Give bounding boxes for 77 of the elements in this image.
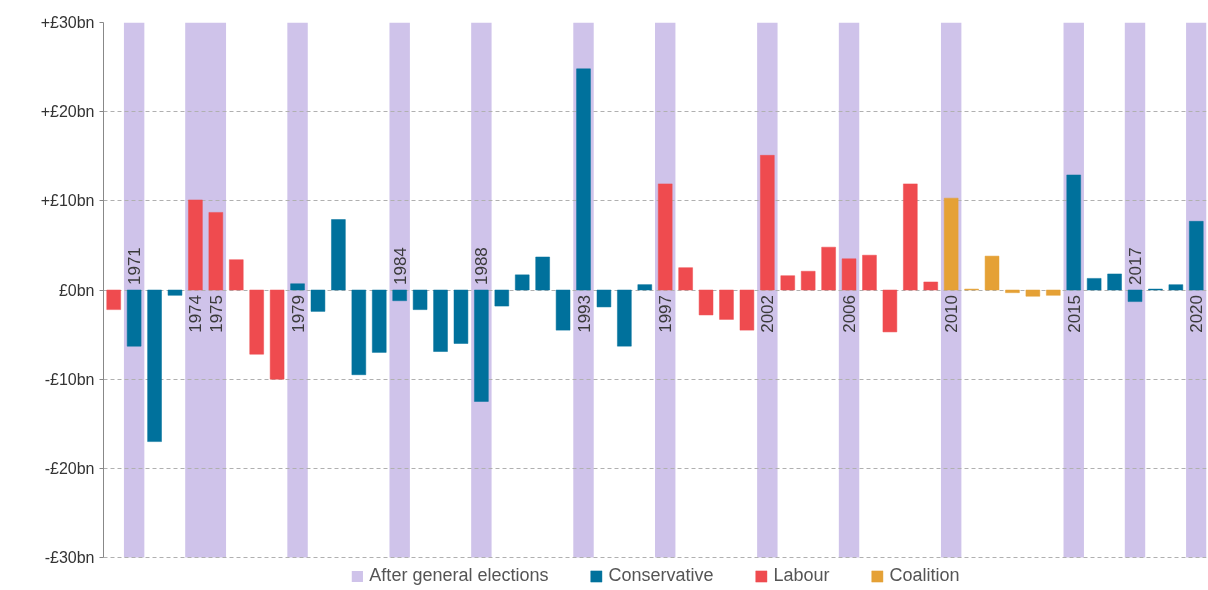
bar — [800, 270, 816, 291]
bar — [249, 289, 265, 355]
y-tick-label: £0bn — [58, 281, 95, 299]
x-tick-label: 2015 — [1064, 294, 1084, 333]
x-tick-label: 1988 — [472, 247, 492, 285]
bar — [392, 289, 408, 302]
bar — [494, 289, 510, 307]
bar — [984, 255, 1000, 291]
bar — [576, 68, 591, 291]
bar — [555, 289, 571, 331]
bar — [412, 289, 428, 311]
legend-label: Coalition — [889, 565, 960, 586]
bar — [126, 289, 142, 347]
bar — [698, 289, 714, 316]
bar — [943, 197, 959, 291]
bar — [821, 246, 837, 291]
x-tick-label: 1984 — [390, 247, 410, 285]
y-tick-label: +£20bn — [40, 103, 95, 121]
bar — [535, 256, 551, 291]
bar — [841, 258, 857, 291]
bar — [453, 289, 469, 344]
bar — [616, 289, 632, 347]
x-tick-label: 1974 — [186, 294, 206, 333]
y-tick-label: +£30bn — [40, 14, 95, 31]
y-tick-label: +£10bn — [40, 192, 95, 210]
bar — [759, 154, 775, 291]
legend-label: After general elections — [369, 565, 549, 586]
x-tick-label: 1997 — [656, 294, 676, 333]
bar — [657, 183, 673, 291]
bar — [371, 289, 387, 353]
x-tick-label: 2020 — [1187, 294, 1207, 333]
bar — [882, 289, 898, 333]
y-tick-label: -£30bn — [44, 549, 95, 566]
x-tick-label: 2002 — [758, 294, 778, 333]
x-tick-label: 2006 — [840, 294, 860, 333]
bar — [1086, 277, 1102, 291]
bar — [637, 284, 653, 291]
bar — [1168, 284, 1184, 291]
x-tick-label: 1993 — [574, 294, 594, 333]
bar — [1025, 289, 1041, 297]
bar — [678, 267, 694, 291]
x-tick-label: 2010 — [942, 294, 962, 333]
bar — [1066, 174, 1082, 291]
x-tick-label: 1971 — [125, 247, 145, 285]
bar — [351, 289, 367, 376]
bar — [106, 289, 122, 311]
bar — [1005, 289, 1020, 294]
x-tick-label: 2017 — [1126, 247, 1146, 285]
bar — [228, 259, 244, 291]
x-tick-label: 1975 — [206, 294, 226, 333]
bar — [719, 289, 734, 320]
legend-label: Labour — [773, 565, 830, 586]
x-tick-label: 1979 — [288, 294, 308, 333]
bar — [269, 289, 285, 380]
bar — [902, 183, 918, 291]
bar — [1107, 273, 1123, 291]
bar — [1188, 220, 1204, 291]
bar — [1127, 289, 1143, 303]
bar — [147, 289, 163, 443]
bar — [290, 283, 305, 291]
bar — [187, 199, 203, 291]
bar — [208, 211, 224, 291]
legend-label: Conservative — [608, 565, 714, 586]
bar — [310, 289, 326, 312]
y-tick-label: -£20bn — [44, 459, 95, 477]
bar — [780, 275, 796, 291]
bar — [862, 254, 877, 291]
bar — [739, 289, 755, 331]
bar — [596, 289, 612, 308]
bar — [514, 274, 530, 291]
bar — [330, 219, 346, 291]
bar — [923, 281, 939, 291]
y-tick-label: -£10bn — [44, 370, 95, 388]
bar — [1045, 289, 1061, 296]
bar — [167, 289, 183, 296]
bar — [433, 289, 448, 353]
bar — [473, 289, 489, 402]
